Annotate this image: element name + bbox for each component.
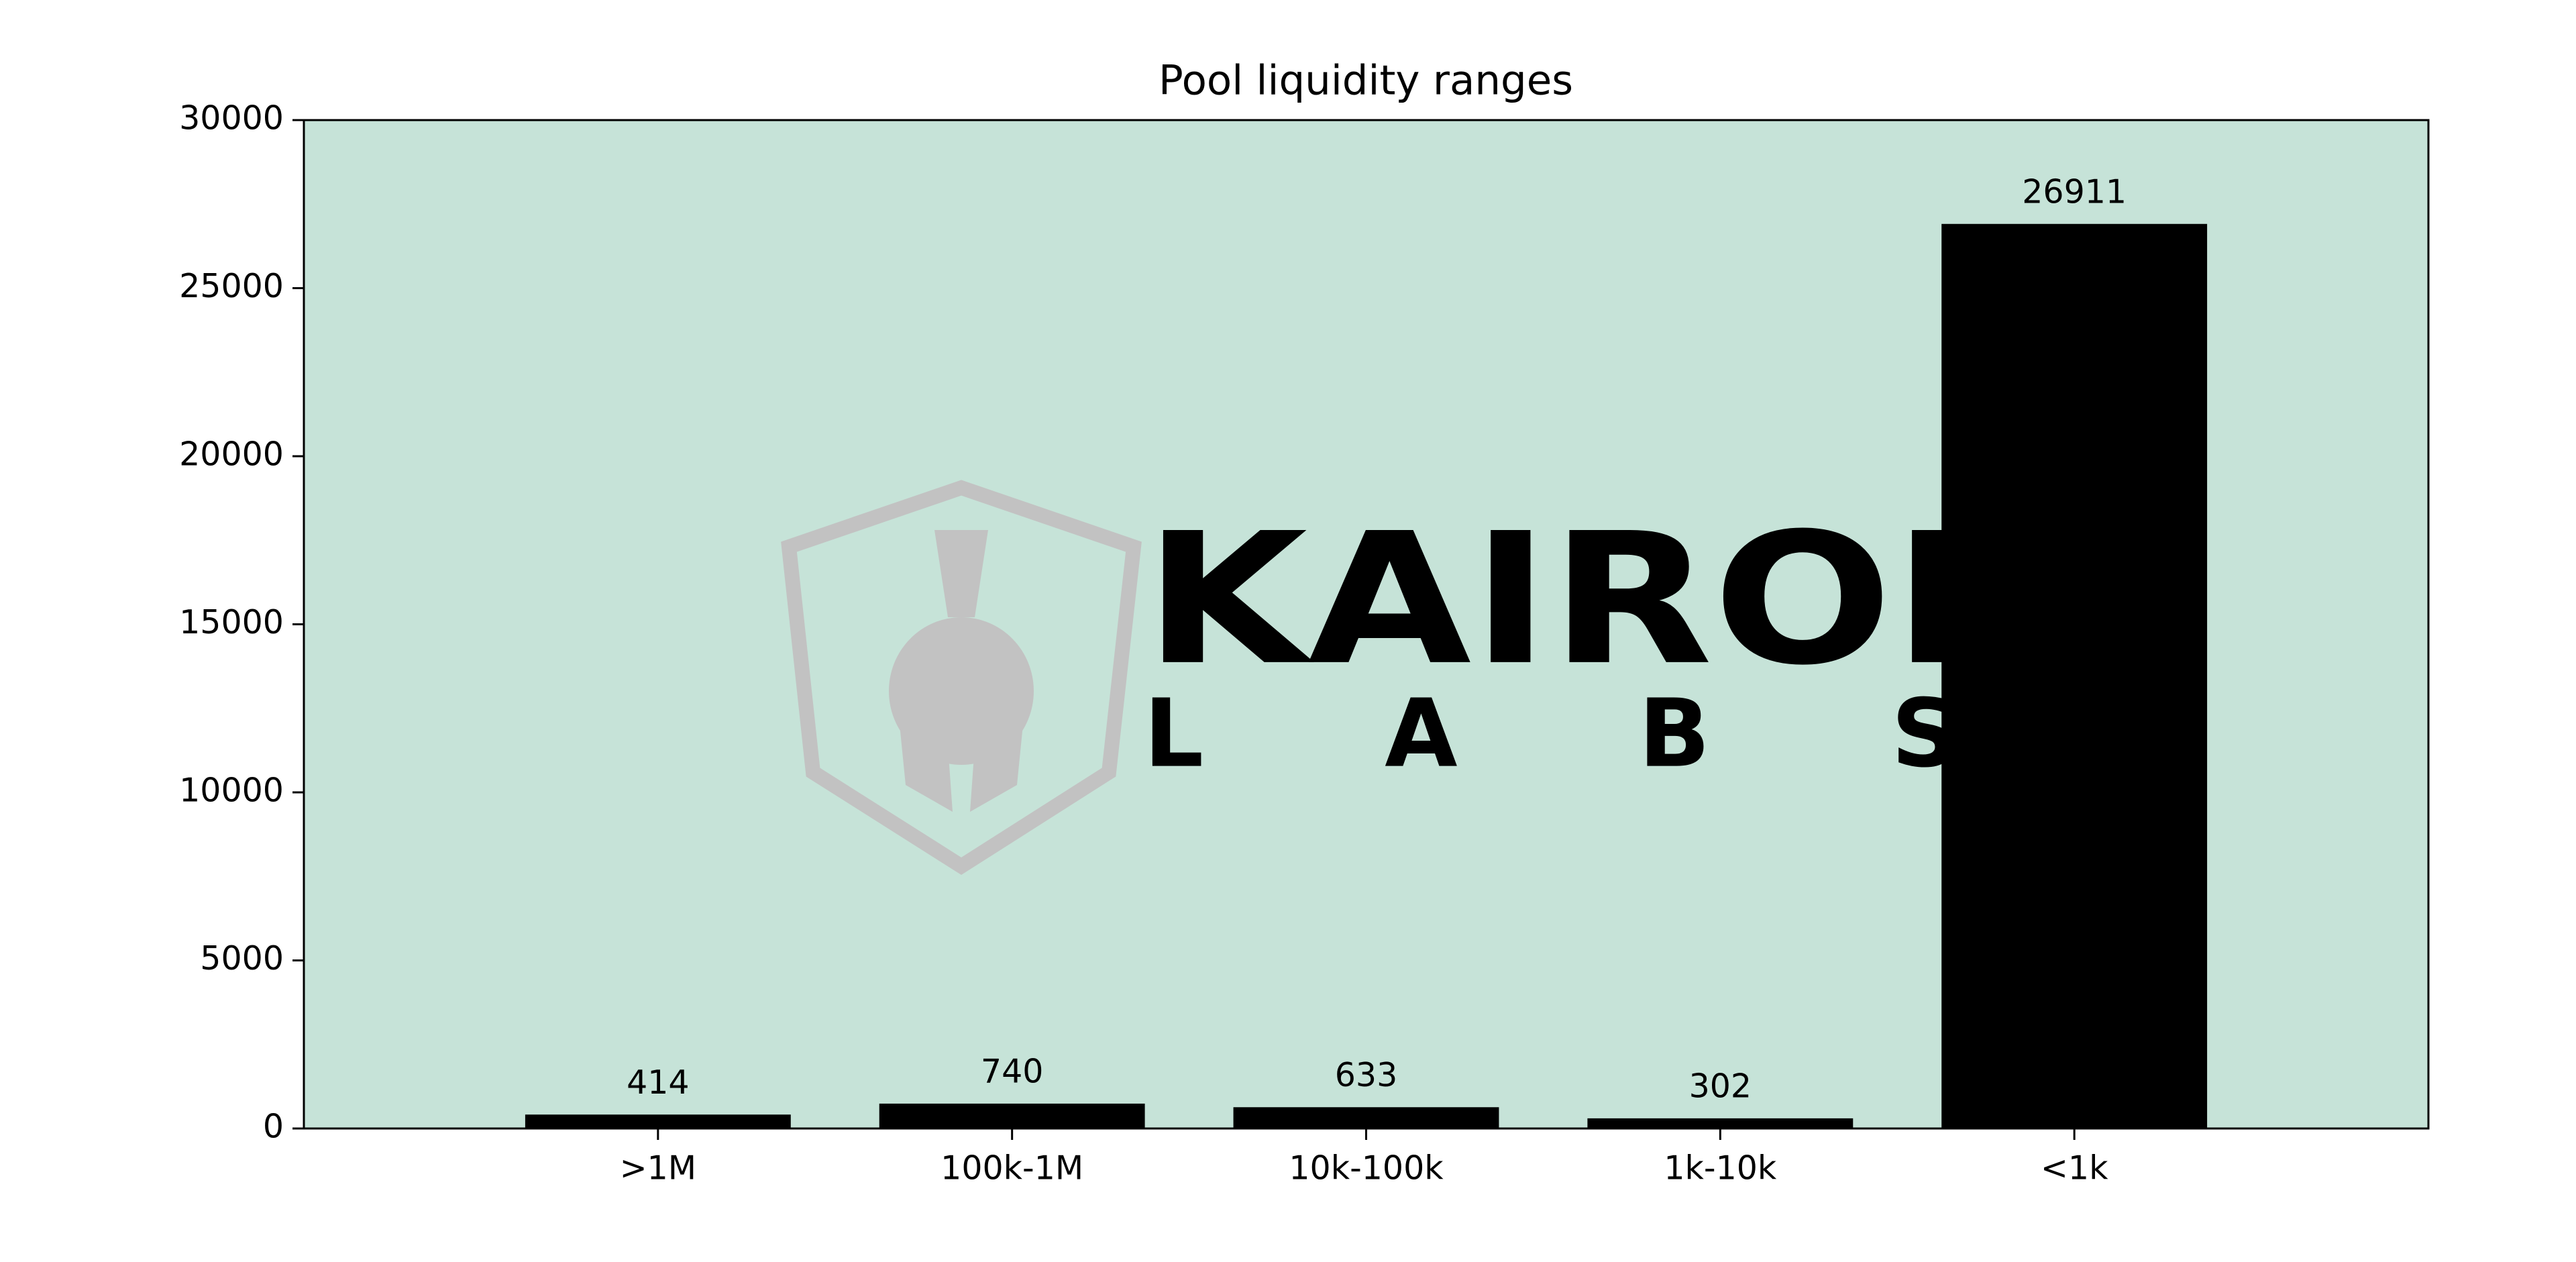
bar bbox=[879, 1103, 1145, 1128]
plot-frame bbox=[303, 119, 2430, 1130]
y-tick-label: 10000 bbox=[179, 772, 284, 810]
y-tick-label: 0 bbox=[263, 1108, 284, 1146]
value-label: 302 bbox=[1689, 1067, 1752, 1105]
y-tick-label: 30000 bbox=[179, 99, 284, 138]
x-tick-label: <1k bbox=[2041, 1149, 2108, 1188]
watermark-cheek bbox=[899, 718, 953, 812]
watermark: KAIRON LABS bbox=[781, 480, 2140, 876]
chart-title: Pool liquidity ranges bbox=[1159, 57, 1573, 105]
watermark-crest bbox=[934, 530, 988, 617]
value-label: 633 bbox=[1335, 1056, 1398, 1094]
x-tick-label: >1M bbox=[620, 1149, 697, 1188]
y-tick-label: 20000 bbox=[179, 435, 284, 474]
watermark-subtitle: LABS bbox=[1144, 680, 2140, 789]
bar bbox=[1233, 1107, 1499, 1128]
x-tick-label: 1k-10k bbox=[1664, 1149, 1777, 1188]
x-tick-label: 100k-1M bbox=[941, 1149, 1083, 1188]
watermark-shield bbox=[781, 480, 1142, 876]
value-label: 26911 bbox=[2022, 172, 2127, 211]
value-label: 740 bbox=[981, 1052, 1044, 1090]
x-tick-label: 10k-100k bbox=[1289, 1149, 1444, 1188]
bar bbox=[1941, 223, 2208, 1128]
bar bbox=[525, 1114, 791, 1128]
y-tick-label: 25000 bbox=[179, 267, 284, 305]
bar bbox=[1587, 1118, 1854, 1128]
y-tick-label: 5000 bbox=[200, 939, 284, 978]
watermark-cheek bbox=[970, 718, 1024, 812]
y-tick-label: 15000 bbox=[179, 603, 284, 641]
watermark-title: KAIRON bbox=[1144, 494, 2070, 705]
value-label: 414 bbox=[627, 1063, 690, 1102]
